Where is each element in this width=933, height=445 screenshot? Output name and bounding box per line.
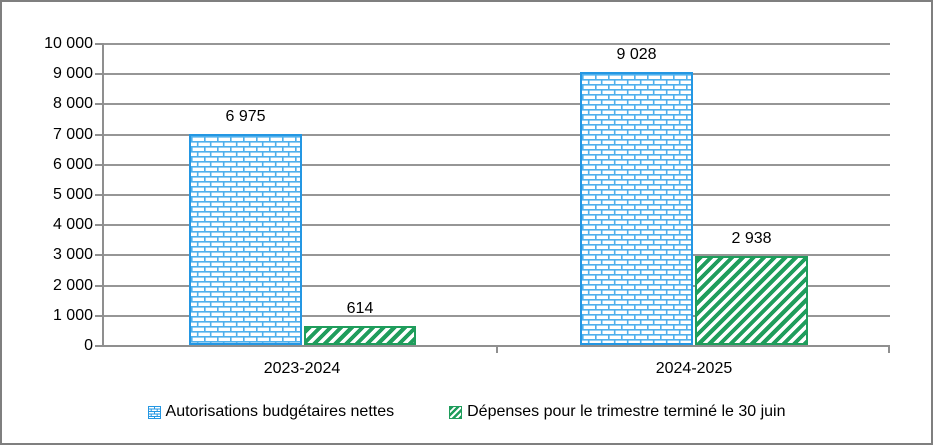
data-label: 9 028 [616,46,657,63]
gridline [104,164,890,166]
y-axis-label: 6 000 [52,155,93,173]
brick-pattern-fill [582,74,691,343]
gridline [104,254,890,256]
y-axis-label: 5 000 [52,186,93,203]
bar-autorisations-2024-2025 [580,72,693,345]
data-label: 6 975 [225,108,266,125]
y-axis-label: 8 000 [52,95,93,113]
y-axis-label: 4 000 [52,216,93,234]
y-axis-tick [95,315,104,317]
y-axis-tick [95,73,104,75]
x-axis-tick [888,347,890,353]
legend-item-autorisations: Autorisations budgétaires nettes [147,403,395,421]
legend-label: Autorisations budgétaires nettes [165,403,395,420]
gridline [104,194,890,196]
gridline [104,224,890,226]
y-axis-label: 2 000 [52,276,93,294]
gridline [104,73,890,75]
y-axis-label: 10 000 [44,35,93,52]
gridline [104,103,890,105]
data-label: 2 938 [731,230,772,247]
y-axis-tick [95,134,104,136]
y-axis-tick [95,254,104,256]
y-axis-tick [95,103,104,105]
gridline [104,43,890,45]
brick-pattern-fill [191,136,300,343]
data-label: 614 [346,300,374,317]
y-axis-tick [95,345,104,347]
bar-depenses-2023-2024 [304,326,416,345]
x-axis-category-label: 2024-2025 [655,360,733,377]
legend-swatch-brick-icon [147,405,161,419]
y-axis-label: 3 000 [52,246,93,264]
bar-depenses-2024-2025 [695,256,808,345]
bar-autorisations-2023-2024 [189,134,302,345]
legend-item-depenses: Dépenses pour le trimestre terminé le 30… [449,403,785,421]
legend-label: Dépenses pour le trimestre terminé le 30… [467,403,786,420]
y-axis-tick [95,164,104,166]
y-axis-label: 1 000 [52,306,93,324]
legend: Autorisations budgétaires nettes Dépense… [2,399,931,425]
legend-swatch-stripe-icon [449,405,463,419]
x-axis-line [102,345,890,347]
gridline [104,134,890,136]
y-axis-tick [95,285,104,287]
y-axis-tick [95,194,104,196]
gridline [104,315,890,317]
y-axis-tick [95,224,104,226]
y-axis-label: 7 000 [52,125,93,143]
x-axis-category-label: 2023-2024 [263,360,341,377]
y-axis-label: 0 [84,337,93,354]
gridline [104,285,890,287]
y-axis-label: 9 000 [52,65,93,83]
x-axis-tick [496,347,498,353]
y-axis-line [102,43,104,347]
y-axis-tick [95,43,104,45]
